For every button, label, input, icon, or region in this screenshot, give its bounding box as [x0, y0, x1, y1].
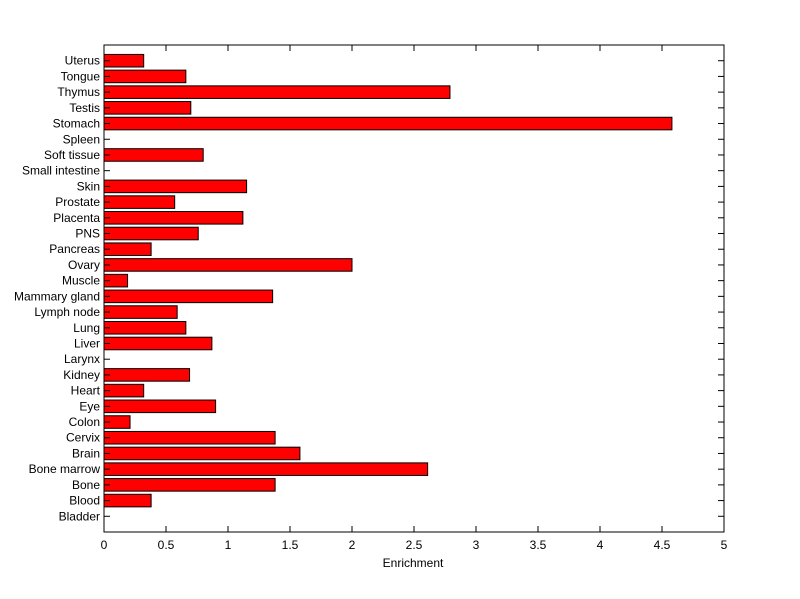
- y-tick-label: Placenta: [53, 211, 100, 225]
- bar-ovary: [103, 258, 353, 272]
- x-axis-ticks: 0 0.5 1 1.5 2 2.5 3 3.5 4 4.5 5: [101, 45, 728, 552]
- y-tick-label: Testis: [69, 101, 100, 115]
- x-tick-label: 1: [225, 538, 232, 552]
- y-tick-label: Eye: [79, 399, 100, 413]
- bar-stomach: [103, 116, 673, 131]
- bar-cervix: [103, 430, 276, 445]
- y-tick-label: Muscle: [62, 274, 100, 288]
- x-tick-label: 3: [473, 538, 480, 552]
- bar-placenta: [103, 211, 244, 225]
- bar-testis: [103, 101, 192, 115]
- y-tick-label: Bone: [72, 478, 100, 492]
- x-tick-label: 2: [349, 538, 356, 552]
- bar-tongue: [103, 69, 187, 84]
- bar-lung: [103, 320, 187, 335]
- y-tick-label: Spleen: [63, 132, 100, 146]
- y-tick-label: Tongue: [61, 69, 101, 83]
- bar-blood: [103, 493, 152, 508]
- x-tick-label: 4.5: [654, 538, 671, 552]
- y-tick-label: Colon: [69, 415, 100, 429]
- y-tick-label: Heart: [71, 384, 101, 398]
- y-tick-label: Mammary gland: [14, 289, 100, 303]
- y-tick-label: Uterus: [65, 54, 100, 68]
- bar-soft-tissue: [103, 148, 204, 162]
- bar-brain: [103, 446, 301, 461]
- bar-skin: [103, 179, 248, 194]
- bar-prostate: [103, 195, 176, 209]
- y-tick-label: Kidney: [63, 368, 100, 382]
- bar-liver: [103, 336, 213, 351]
- bar-bone-marrow: [103, 462, 429, 476]
- y-tick-label: Thymus: [57, 85, 100, 99]
- x-tick-label: 0: [101, 538, 108, 552]
- y-tick-label: Lung: [73, 321, 100, 335]
- y-tick-label: Pancreas: [49, 242, 100, 256]
- bar-eye: [103, 399, 217, 414]
- y-tick-label: Lymph node: [34, 305, 100, 319]
- x-tick-label: 0.5: [158, 538, 175, 552]
- x-tick-label: 5: [721, 538, 728, 552]
- x-tick-label: 1.5: [282, 538, 299, 552]
- y-tick-label: Larynx: [64, 352, 100, 366]
- bar-lymph-node: [103, 305, 178, 319]
- y-tick-label: Brain: [72, 446, 100, 460]
- y-tick-label: Ovary: [68, 258, 100, 272]
- x-tick-label: 4: [597, 538, 604, 552]
- y-tick-label: Soft tissue: [44, 148, 100, 162]
- bar-pns: [103, 226, 199, 241]
- y-tick-label: Cervix: [66, 431, 100, 445]
- y-tick-label: PNS: [75, 227, 100, 241]
- bar-kidney: [103, 368, 191, 382]
- y-tick-label: Prostate: [55, 195, 100, 209]
- y-tick-label: Small intestine: [22, 164, 100, 178]
- plot-frame: [103, 44, 725, 533]
- x-tick-label: 2.5: [406, 538, 423, 552]
- y-tick-label: Stomach: [53, 117, 100, 131]
- x-axis-label: Enrichment: [383, 556, 444, 570]
- y-tick-label: Blood: [69, 494, 100, 508]
- y-tick-label: Bladder: [59, 509, 100, 523]
- y-tick-label: Skin: [77, 179, 100, 193]
- bar-mammary-gland: [103, 289, 274, 304]
- x-tick-label: 3.5: [530, 538, 547, 552]
- y-tick-label: Bone marrow: [29, 462, 101, 476]
- bar-bone: [103, 478, 276, 492]
- y-tick-label: Liver: [74, 336, 100, 350]
- bar-pancreas: [103, 242, 152, 257]
- bar-thymus: [103, 85, 451, 99]
